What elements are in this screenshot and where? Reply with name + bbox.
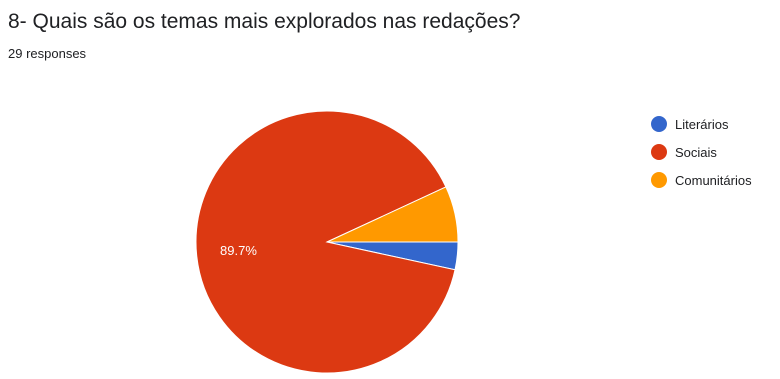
pie-data-label-sociais: 89.7% (220, 243, 257, 258)
pie-slice-sociais[interactable] (195, 110, 456, 374)
legend-swatch-sociais (651, 144, 667, 160)
legend-swatch-literarios (651, 116, 667, 132)
pie-slice-comunitarios[interactable] (326, 186, 459, 243)
response-count: 29 responses (8, 46, 87, 61)
legend-label-literarios: Literários (675, 116, 729, 132)
legend-item-sociais[interactable]: Sociais (651, 138, 752, 166)
legend-item-literarios[interactable]: Literários (651, 110, 752, 138)
chart-legend: Literários Sociais Comunitários (651, 110, 752, 194)
legend-swatch-comunitarios (651, 172, 667, 188)
legend-item-comunitarios[interactable]: Comunitários (651, 166, 752, 194)
legend-label-comunitarios: Comunitários (675, 172, 752, 188)
legend-label-sociais: Sociais (675, 144, 717, 160)
question-title: 8- Quais são os temas mais explorados na… (8, 10, 521, 33)
